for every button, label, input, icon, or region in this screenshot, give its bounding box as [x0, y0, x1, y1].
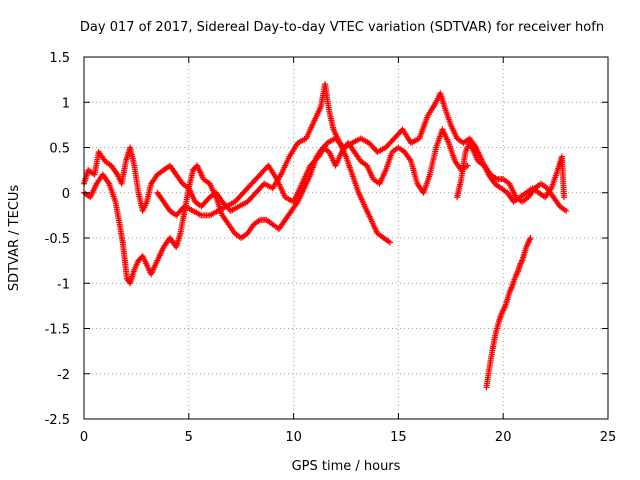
y-axis: -2.5 -2 -1.5 -1 -0.5 0 0.5 1 1.5 [45, 51, 608, 428]
y-tick-label: -0.5 [45, 232, 70, 247]
data-point [387, 239, 394, 246]
series-arc-1 [81, 81, 394, 246]
y-tick-label: 1.5 [49, 51, 70, 66]
y-tick-label: 0.5 [49, 142, 70, 157]
x-tick-label: 20 [495, 430, 512, 445]
x-tick-label: 15 [390, 430, 407, 445]
data-marks [81, 81, 570, 391]
y-tick-label: -2 [57, 368, 70, 383]
y-tick-label: -2.5 [45, 413, 70, 428]
x-axis: 0 5 10 15 20 25 [80, 57, 616, 445]
data-point [560, 194, 567, 201]
x-tick-label: 5 [185, 430, 193, 445]
data-point [563, 207, 570, 214]
x-tick-label: 0 [80, 430, 88, 445]
series-arc-2 [81, 126, 471, 287]
data-point [527, 235, 534, 241]
y-tick-label: 1 [62, 96, 70, 111]
y-axis-label: SDTVAR / TECUs [7, 185, 22, 292]
x-tick-label: 10 [285, 430, 302, 445]
x-axis-label: GPS time / hours [292, 459, 401, 474]
x-tick-label: 25 [600, 430, 617, 445]
chart-title: Day 017 of 2017, Sidereal Day-to-day VTE… [80, 20, 604, 35]
y-tick-label: -1.5 [45, 323, 70, 338]
series-arc-4 [454, 139, 570, 214]
y-tick-label: 0 [62, 187, 70, 202]
y-tick-label: -1 [57, 277, 70, 292]
grid [84, 57, 608, 419]
series-arc-5 [483, 235, 534, 391]
